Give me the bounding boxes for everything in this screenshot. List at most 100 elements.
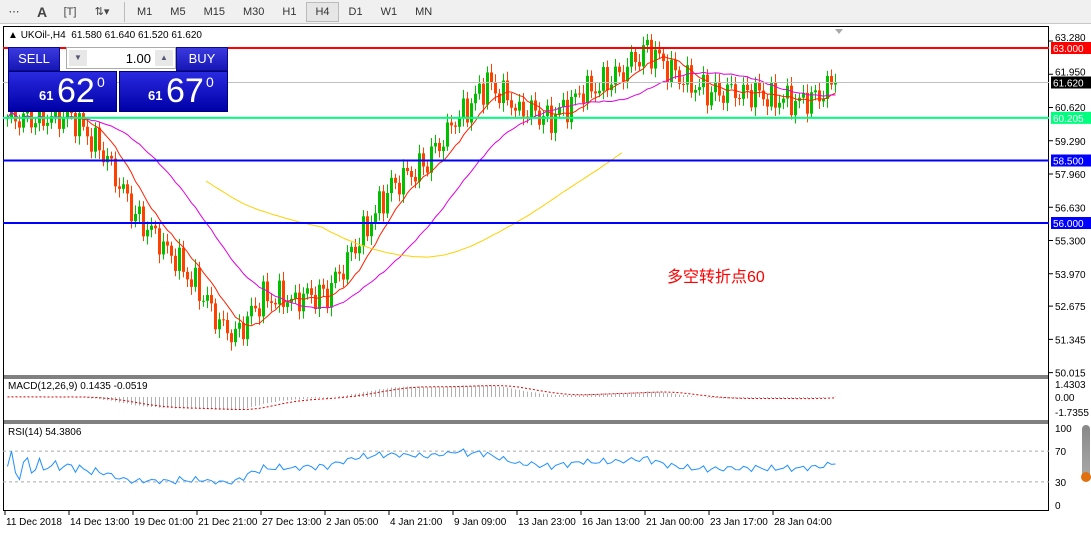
toolbar: ⋯ A [T] ⇅▾ M1 M5 M15 M30 H1 H4 D1 W1 MN	[0, 0, 1091, 24]
candle-body	[62, 118, 65, 129]
buy-price-prefix: 61	[148, 88, 163, 103]
level-label: 60.205	[1053, 114, 1084, 125]
candle-body	[782, 98, 785, 103]
lot-decrease-icon[interactable]: ▼	[69, 50, 87, 66]
grid-icon[interactable]: ⋯	[8, 6, 20, 18]
candle-body	[762, 90, 765, 100]
candle-body	[102, 150, 105, 163]
candle-body	[314, 294, 317, 309]
candle-body	[442, 146, 445, 152]
candle-body	[90, 136, 93, 152]
sell-button[interactable]: SELL	[8, 47, 60, 71]
candle-body	[718, 81, 721, 96]
candle-body	[14, 106, 17, 122]
candle-body	[218, 319, 221, 330]
candle-body	[726, 84, 729, 103]
candle-body	[706, 74, 709, 106]
time-label: 21 Dec 21:00	[198, 517, 258, 528]
buy-button[interactable]: BUY	[176, 47, 228, 71]
timeframe-h1[interactable]: H1	[282, 5, 297, 18]
buy-price[interactable]: 61 67 0	[119, 71, 228, 112]
sell-price[interactable]: 61 62 0	[8, 71, 117, 112]
price-tick-label: 63.280	[1055, 33, 1086, 44]
candle-body	[254, 305, 257, 309]
candle-body	[318, 284, 321, 309]
candle-body	[830, 75, 833, 85]
candle-body	[154, 225, 157, 229]
candle-body	[234, 328, 237, 343]
candle-body	[110, 155, 113, 159]
timeframe-m5[interactable]: M5	[170, 5, 186, 18]
candle-body	[790, 85, 793, 116]
candle-body	[394, 177, 397, 183]
time-label: 11 Dec 2018	[6, 517, 62, 528]
timeframe-d1[interactable]: D1	[348, 5, 363, 18]
timeframe-mn[interactable]: MN	[415, 5, 433, 18]
candle-body	[158, 228, 161, 255]
chart-frame[interactable]	[3, 26, 1049, 511]
price-tick-label: 52.675	[1055, 302, 1086, 313]
time-label: 4 Jan 21:00	[390, 517, 443, 528]
timeframe-m15[interactable]: M15	[203, 5, 225, 18]
level-label-bg	[1051, 154, 1091, 167]
candle-body	[310, 288, 313, 295]
arrows-icon[interactable]: ⇅▾	[94, 6, 110, 18]
annotation-text[interactable]: 多空转折点60	[667, 269, 765, 286]
candle-body	[610, 84, 613, 91]
candle-body	[50, 116, 53, 123]
candle-body	[386, 193, 389, 214]
candle-body	[806, 92, 809, 114]
candle-body	[342, 273, 345, 280]
macd-label: MACD(12,26,9) 0.1435 -0.0519	[8, 381, 148, 392]
candle-body	[78, 113, 81, 137]
lot-value[interactable]: 1.00	[125, 51, 151, 66]
timeframe-h4[interactable]: H4	[306, 1, 339, 22]
candle-body	[514, 107, 517, 111]
candle-body	[382, 191, 385, 214]
candle-body	[642, 45, 645, 67]
lot-increase-icon[interactable]: ▲	[155, 50, 173, 66]
candle-body	[282, 280, 285, 307]
candle-body	[554, 114, 557, 133]
level-label: 58.500	[1053, 157, 1084, 168]
candle-body	[358, 246, 361, 254]
candle-body	[294, 292, 297, 299]
candle-body	[622, 72, 625, 82]
scrollbar[interactable]	[1081, 425, 1091, 482]
macd-axis-label: 0.00	[1055, 393, 1075, 404]
candle-body	[466, 98, 469, 123]
candle-body	[98, 127, 101, 151]
timeframe-w1[interactable]: W1	[380, 5, 398, 18]
timeframe-m1[interactable]: M1	[137, 5, 153, 18]
candle-body	[478, 83, 481, 94]
ma-fast-line	[7, 55, 836, 327]
candle-body	[598, 90, 601, 94]
rsi-axis-label: 30	[1055, 478, 1067, 489]
candle-body	[498, 93, 501, 104]
candle-body	[690, 65, 693, 93]
candle-body	[722, 95, 725, 103]
text-box-icon[interactable]: [T]	[63, 5, 77, 18]
candle-body	[710, 92, 713, 106]
candle-body	[570, 97, 573, 123]
candle-body	[558, 107, 561, 115]
candle-body	[522, 101, 525, 117]
candle-body	[694, 89, 697, 93]
candle-body	[390, 177, 393, 194]
timeframe-m30[interactable]: M30	[242, 5, 265, 18]
text-a-icon[interactable]: A	[36, 3, 48, 20]
candle-body	[134, 214, 137, 222]
candle-body	[198, 267, 201, 301]
one-click-trading-panel: SELL ▼ 1.00 ▲ BUY 61 62 0 61 67 0	[8, 47, 228, 112]
lot-size-input[interactable]: ▼ 1.00 ▲	[66, 47, 176, 69]
candle-body	[402, 167, 405, 195]
candle-body	[338, 271, 341, 274]
level-label-bg	[1051, 42, 1091, 54]
candle-body	[566, 99, 569, 123]
candle-body	[42, 101, 45, 126]
time-label: 14 Dec 13:00	[70, 517, 130, 528]
price-tick-label: 61.950	[1055, 68, 1086, 79]
candle-body	[350, 246, 353, 253]
price-tick-label: 56.630	[1055, 203, 1086, 214]
